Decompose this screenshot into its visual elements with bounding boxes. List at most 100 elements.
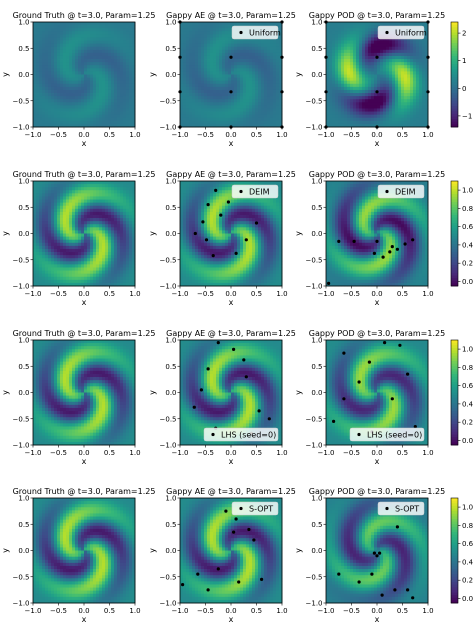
heatmap-cell	[374, 31, 378, 35]
heatmap-cell	[186, 62, 190, 66]
heatmap-cell	[404, 65, 408, 69]
colorbar-segment	[451, 121, 458, 125]
heatmap-cell	[380, 49, 384, 54]
heatmap-cell	[63, 93, 67, 97]
heatmap-cell	[398, 62, 402, 66]
heatmap-cell	[335, 40, 339, 45]
heatmap-cell	[63, 102, 67, 106]
heatmap-cell	[392, 108, 396, 112]
heatmap-cell	[353, 49, 357, 54]
heatmap-cell	[192, 202, 196, 207]
heatmap-cell	[332, 93, 336, 97]
heatmap-cell	[57, 37, 61, 41]
heatmap-cell	[129, 123, 133, 128]
heatmap-cell	[126, 252, 130, 256]
heatmap-cell	[180, 202, 184, 207]
heatmap-cell	[45, 273, 49, 278]
heatmap-cell	[84, 224, 88, 228]
heatmap-cell	[42, 276, 46, 281]
heatmap-cell	[219, 93, 223, 97]
heatmap-cell	[276, 102, 280, 106]
heatmap-cell	[416, 89, 420, 94]
heatmap-cell	[374, 99, 378, 103]
heatmap-cell	[75, 120, 79, 125]
heatmap-cell	[234, 59, 238, 63]
heatmap-cell	[39, 96, 43, 100]
heatmap-cell	[81, 25, 85, 29]
heatmap-cell	[374, 52, 378, 57]
x-tick-label: 0.5	[251, 131, 262, 139]
heatmap-cell	[51, 224, 55, 228]
heatmap-cell	[99, 205, 103, 210]
heatmap-cell	[117, 22, 121, 26]
heatmap-cell	[353, 43, 357, 48]
heatmap-cell	[99, 214, 103, 219]
heatmap-cell	[57, 55, 61, 60]
heatmap-cell	[42, 187, 46, 191]
heatmap-cell	[419, 43, 423, 48]
heatmap-cell	[395, 49, 399, 54]
heatmap-cell	[105, 68, 109, 72]
heatmap-cell	[81, 74, 85, 78]
heatmap-cell	[264, 89, 268, 94]
heatmap-cell	[111, 211, 115, 216]
heatmap-cell	[120, 252, 124, 256]
heatmap-cell	[117, 49, 121, 54]
heatmap-cell	[422, 117, 426, 122]
heatmap-cell	[213, 22, 217, 26]
heatmap-cell	[183, 34, 187, 38]
heatmap-cell	[54, 123, 58, 128]
colorbar-segment	[451, 35, 458, 39]
heatmap-cell	[231, 117, 235, 122]
heatmap-cell	[267, 123, 271, 128]
heatmap-cell	[201, 96, 205, 100]
heatmap-cell	[102, 211, 106, 216]
heatmap-cell	[222, 43, 226, 48]
heatmap-cell	[111, 252, 115, 256]
heatmap-cell	[365, 74, 369, 78]
heatmap-cell	[132, 102, 136, 106]
heatmap-cell	[207, 31, 211, 35]
heatmap-cell	[234, 55, 238, 60]
heatmap-cell	[33, 22, 37, 26]
heatmap-cell	[108, 40, 112, 45]
heatmap-cell	[195, 83, 199, 88]
heatmap-cell	[207, 34, 211, 38]
heatmap-cell	[111, 123, 115, 128]
heatmap-cell	[93, 273, 97, 278]
heatmap-cell	[93, 49, 97, 54]
colorbar-segment	[451, 85, 458, 89]
heatmap-cell	[395, 120, 399, 125]
heatmap-cell	[350, 105, 354, 109]
heatmap-cell	[93, 245, 97, 250]
heatmap-cell	[96, 71, 100, 75]
heatmap-cell	[225, 77, 229, 82]
heatmap-cell	[36, 242, 40, 247]
heatmap-cell	[270, 114, 274, 119]
heatmap-cell	[183, 258, 187, 262]
heatmap-cell	[380, 80, 384, 85]
heatmap-cell	[33, 230, 37, 234]
heatmap-cell	[401, 74, 405, 78]
heatmap-cell	[54, 77, 58, 82]
heatmap-cell	[72, 279, 76, 284]
heatmap-cell	[99, 245, 103, 250]
heatmap-cell	[210, 120, 214, 125]
heatmap-cell	[96, 270, 100, 275]
heatmap-cell	[189, 46, 193, 51]
heatmap-cell	[57, 270, 61, 275]
heatmap-cell	[117, 267, 121, 271]
heatmap-cell	[96, 31, 100, 35]
heatmap-cell	[69, 52, 73, 57]
heatmap-cell	[60, 83, 64, 88]
heatmap-cell	[90, 86, 94, 91]
heatmap-cell	[425, 31, 429, 35]
heatmap-cell	[419, 80, 423, 85]
heatmap-cell	[78, 239, 82, 244]
heatmap-cell	[255, 105, 259, 109]
heatmap-cell	[111, 261, 115, 265]
heatmap-cell	[210, 71, 214, 75]
heatmap-cell	[66, 22, 70, 26]
heatmap-cell	[225, 96, 229, 100]
heatmap-cell	[368, 80, 372, 85]
